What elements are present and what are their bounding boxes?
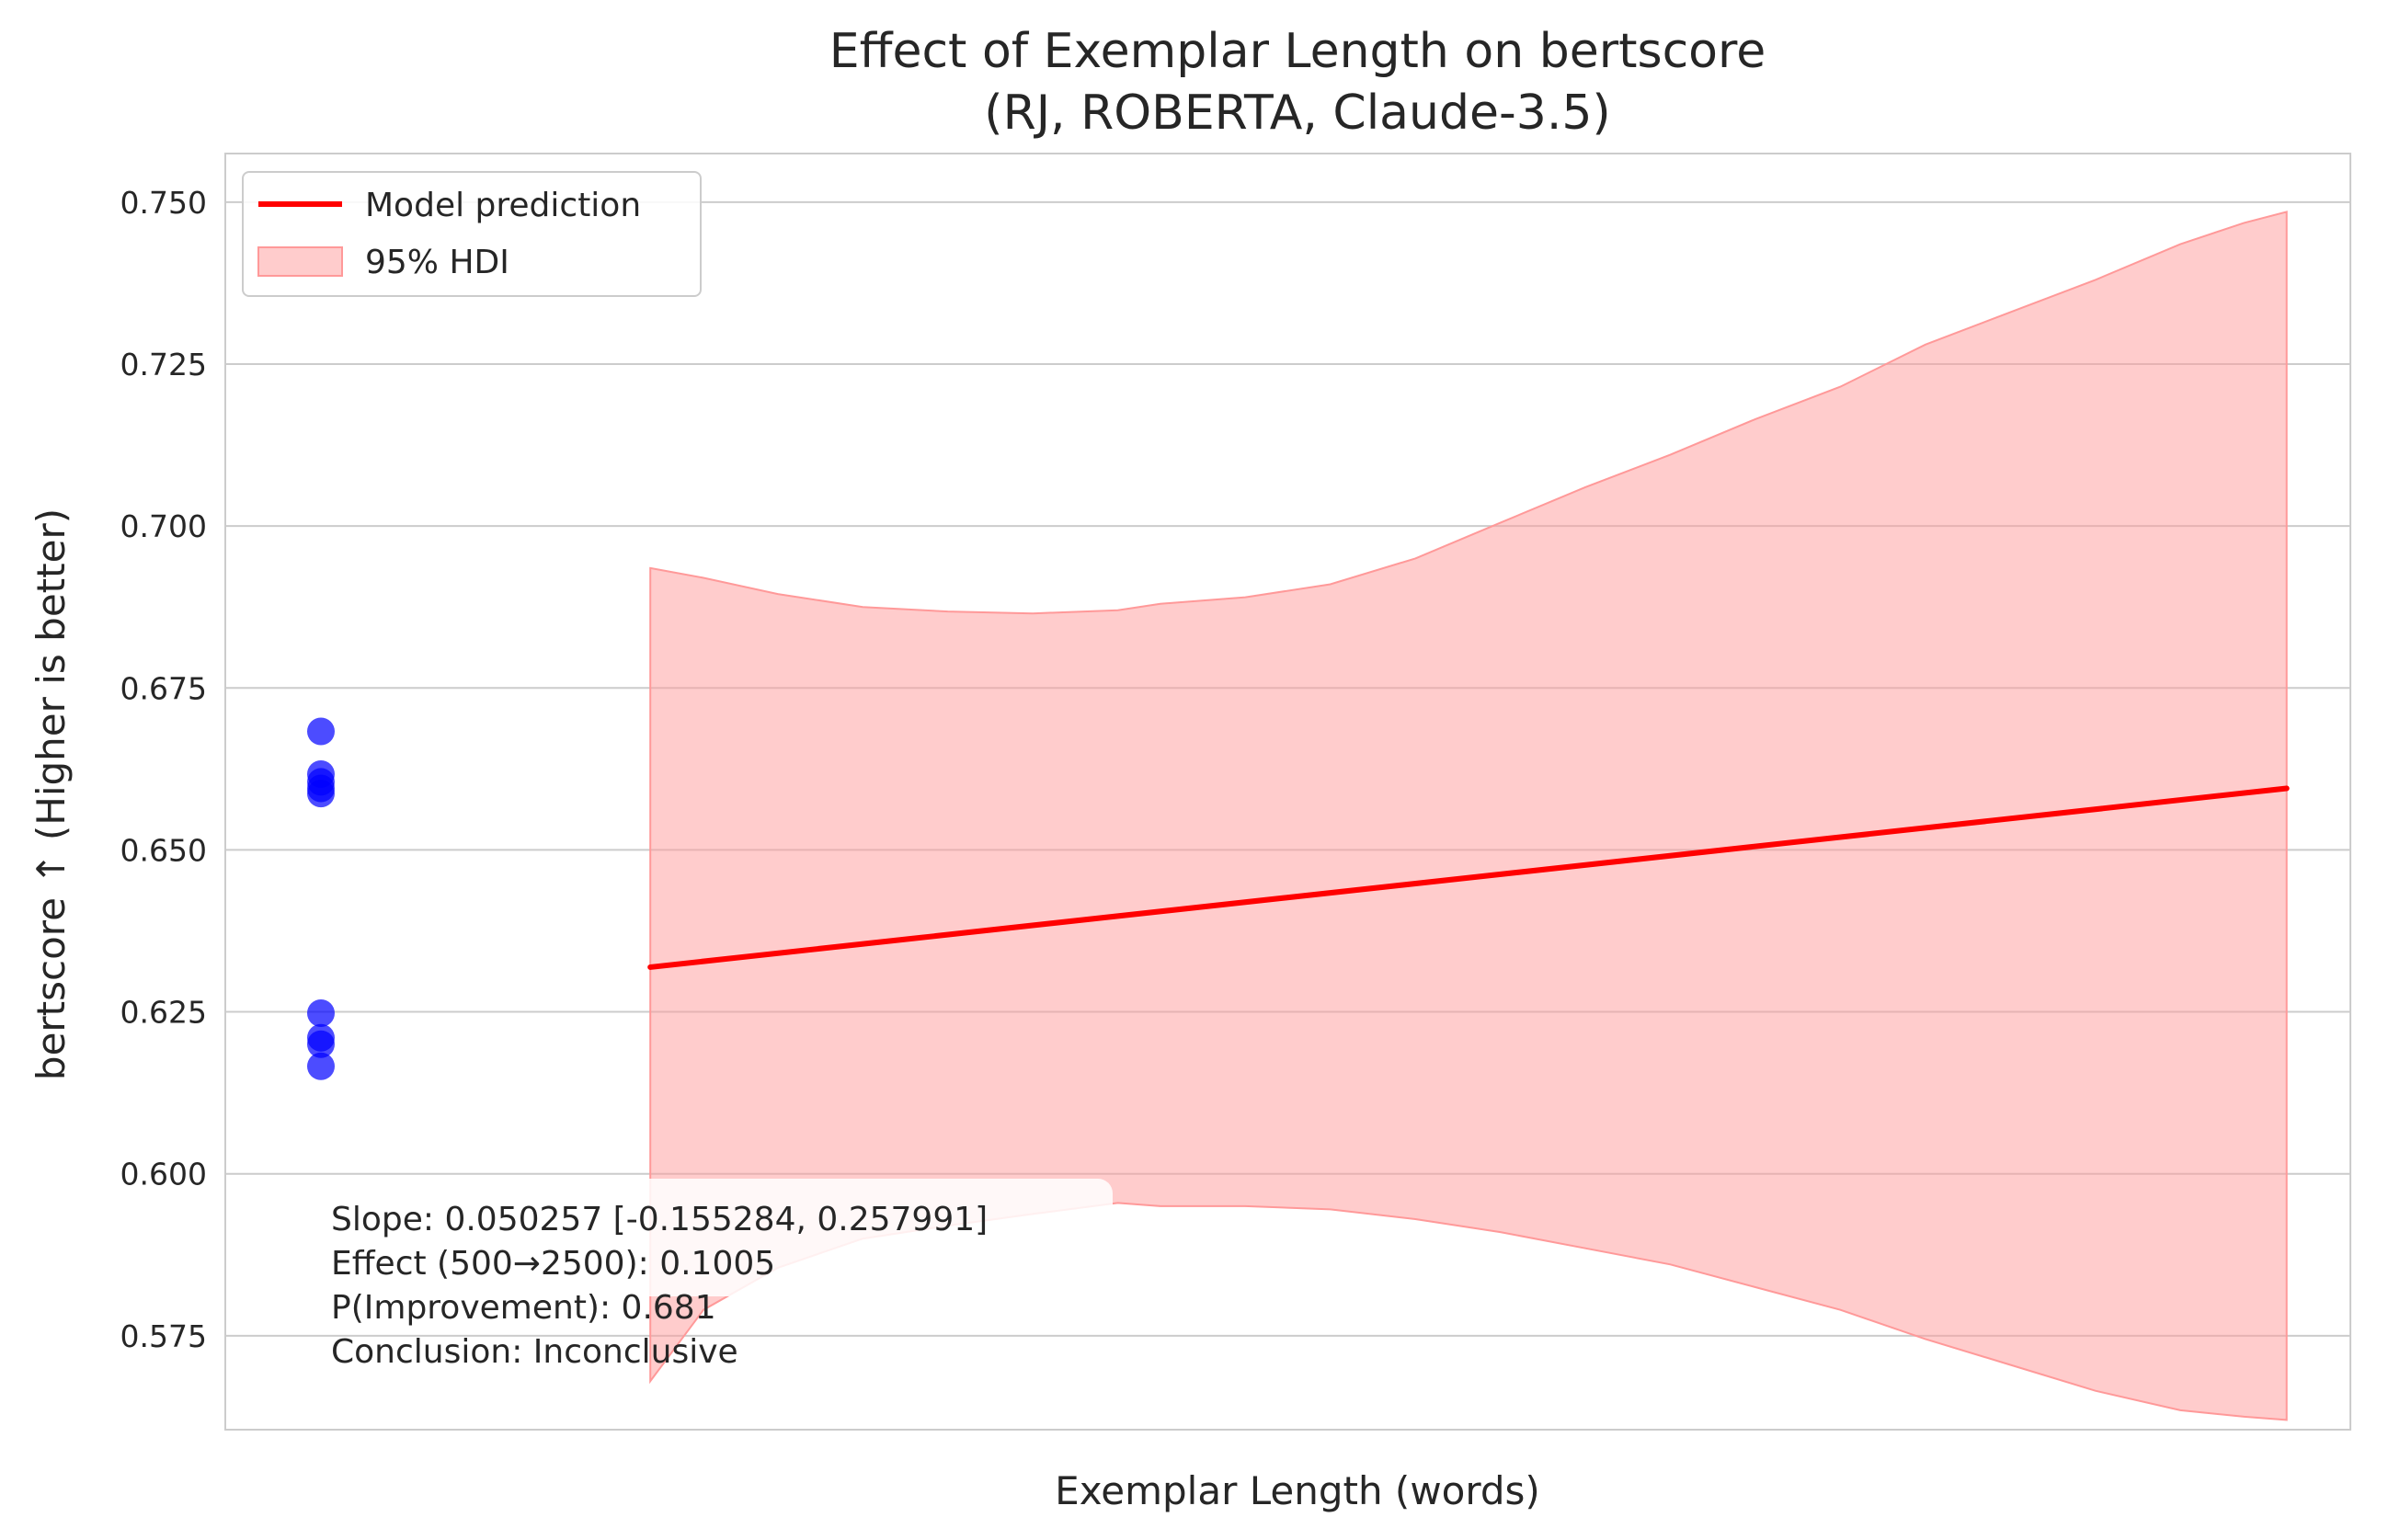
y-axis-label: bertscore ↑ (Higher is better) xyxy=(29,508,74,1080)
legend-label-hdi: 95% HDI xyxy=(365,244,509,281)
scatter-point xyxy=(306,780,335,808)
stats-slope: Slope: 0.050257 [-0.155284, 0.257991] xyxy=(331,1201,988,1238)
hdi-band-layer xyxy=(649,211,2288,1421)
y-tick-label: 0.600 xyxy=(120,1157,207,1192)
chart-title: Effect of Exemplar Length on bertscore xyxy=(829,24,1766,79)
y-tick-label: 0.575 xyxy=(120,1318,207,1354)
y-tick-label: 0.650 xyxy=(120,832,207,868)
plot-frame xyxy=(224,153,2351,1431)
scatter-point xyxy=(306,717,335,746)
y-tick-labels: 0.575 0.600 0.625 0.650 0.675 0.700 0.725 0.750 xyxy=(120,185,207,1354)
y-tick-label: 0.725 xyxy=(120,347,207,382)
y-tick-label: 0.750 xyxy=(120,185,207,221)
legend-hdi-swatch xyxy=(257,246,343,277)
scatter-point xyxy=(306,1052,335,1080)
stats-effect: Effect (500→2500): 0.1005 xyxy=(331,1245,775,1283)
scatter-point xyxy=(306,998,335,1027)
stats-annotation-box xyxy=(313,1179,1113,1296)
stats-conclusion: Conclusion: Inconclusive xyxy=(331,1333,738,1371)
legend: Model prediction 95% HDI xyxy=(242,171,702,297)
stats-probability: P(Improvement): 0.681 xyxy=(331,1289,716,1327)
x-axis-label: Exemplar Length (words) xyxy=(1055,1468,1540,1513)
y-tick-label: 0.700 xyxy=(120,508,207,544)
y-tick-label: 0.675 xyxy=(120,670,207,706)
legend-label-prediction: Model prediction xyxy=(365,187,641,224)
legend-box xyxy=(242,171,702,297)
scatter-point xyxy=(306,1030,335,1058)
chart-subtitle: (RJ, ROBERTA, Claude-3.5) xyxy=(984,86,1610,141)
y-tick-label: 0.625 xyxy=(120,995,207,1031)
stats-annotation: Slope: 0.050257 [-0.155284, 0.257991] Ef… xyxy=(313,1179,1113,1371)
hdi-band xyxy=(649,211,2288,1421)
prediction-line xyxy=(647,785,2290,970)
prediction-line-layer xyxy=(647,785,2290,970)
scatter-points xyxy=(306,717,335,1080)
